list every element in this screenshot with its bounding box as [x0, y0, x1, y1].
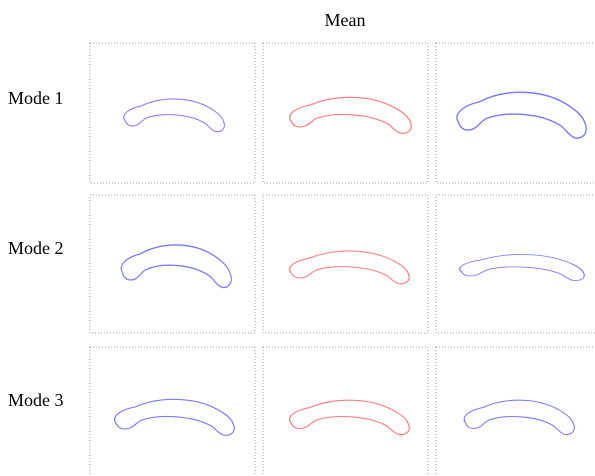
row-label: Mode 2: [8, 238, 64, 258]
row-label: Mode 1: [8, 88, 64, 108]
panel: [262, 42, 429, 184]
panel: [89, 42, 256, 184]
row-label: Mode 3: [8, 390, 64, 410]
panel: [435, 346, 595, 476]
panel: [89, 194, 256, 334]
panel: [435, 194, 595, 334]
panel: [435, 42, 595, 184]
column-title: Mean: [325, 10, 366, 30]
panel: [262, 194, 429, 334]
panel: [262, 346, 429, 476]
panel: [89, 346, 256, 476]
